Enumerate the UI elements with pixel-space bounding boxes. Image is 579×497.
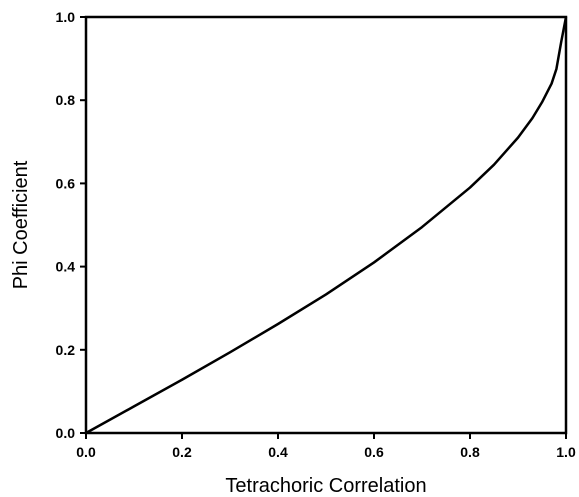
x-tick-label: 1.0: [556, 444, 576, 460]
y-tick-label: 1.0: [56, 9, 76, 25]
x-tick-label: 0.4: [268, 444, 288, 460]
y-tick-label: 0.8: [56, 92, 76, 108]
x-axis-title: Tetrachoric Correlation: [225, 475, 426, 497]
series-layer: [85, 16, 568, 435]
x-tick-label: 0.6: [364, 444, 384, 460]
y-axis: 0.0 0.2 0.4 0.6 0.8 1.0: [56, 9, 86, 441]
y-tick-label: 0.4: [56, 259, 76, 275]
plot-frame: [84, 15, 568, 435]
x-axis: 0.0 0.2 0.4 0.6 0.8 1.0: [76, 433, 576, 460]
y-axis-title: Phi Coefficient: [10, 160, 32, 289]
y-tick-label: 0.2: [56, 342, 76, 358]
x-tick-label: 0.0: [76, 444, 96, 460]
series-line-0: [85, 16, 568, 435]
y-tick-label: 0.0: [56, 425, 76, 441]
plot-area: [84, 15, 568, 435]
x-tick-label: 0.2: [172, 444, 192, 460]
y-tick-label: 0.6: [56, 175, 76, 191]
x-tick-label: 0.8: [460, 444, 480, 460]
